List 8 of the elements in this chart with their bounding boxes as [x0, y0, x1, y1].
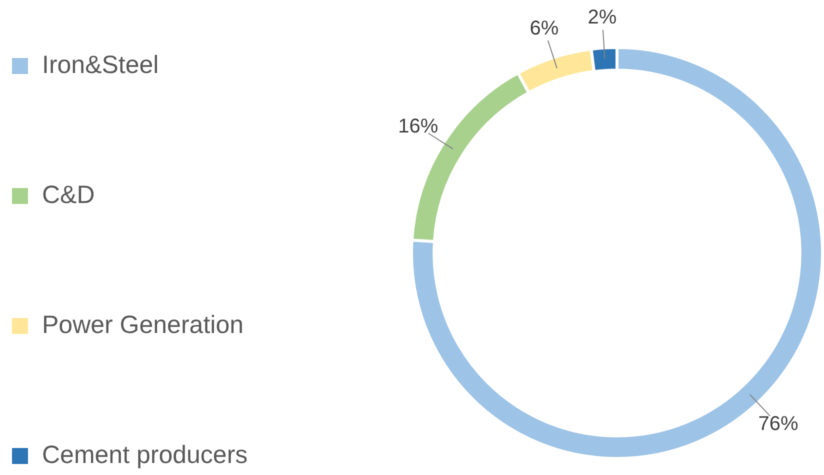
- legend-label: Iron&Steel: [42, 51, 159, 80]
- data-label: 6%: [530, 18, 559, 40]
- legend-label: Cement producers: [42, 441, 248, 470]
- data-label: 76%: [758, 413, 798, 436]
- legend-label: C&D: [42, 181, 95, 210]
- legend-label: Power Generation: [42, 311, 244, 340]
- data-label: 2%: [588, 6, 617, 28]
- data-label: 16%: [398, 115, 438, 138]
